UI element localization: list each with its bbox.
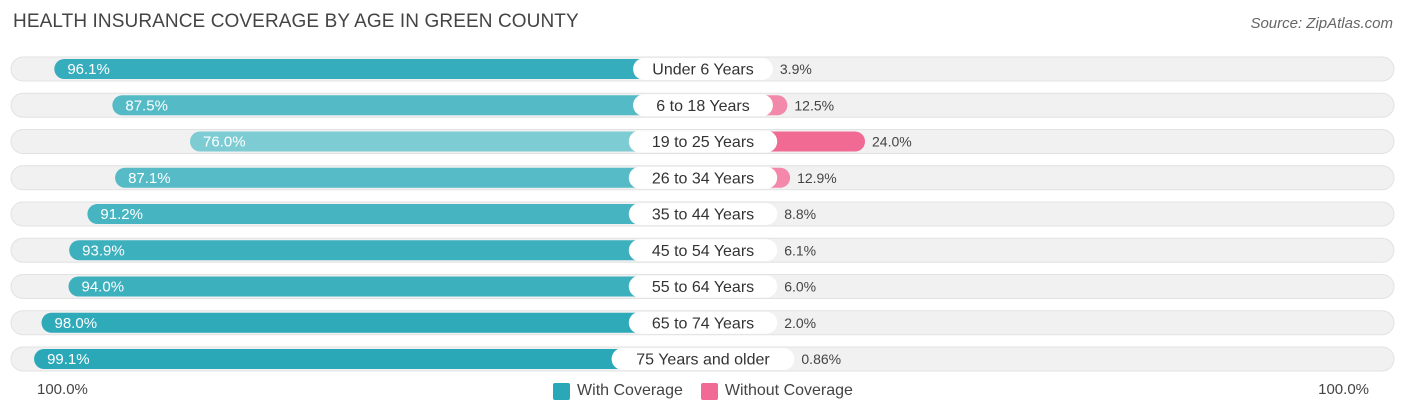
with-coverage-value: 99.1% — [47, 351, 90, 368]
category-pill — [628, 203, 778, 225]
with-coverage-bar — [41, 312, 713, 333]
legend-swatch-with-coverage — [553, 382, 571, 400]
without-coverage-value: 6.1% — [784, 242, 816, 258]
category-label: 55 to 64 Years — [652, 279, 754, 296]
category-pill — [628, 239, 778, 262]
without-coverage-value: 12.9% — [797, 170, 837, 186]
category-label: 19 to 25 Years — [652, 134, 754, 151]
with-coverage-value: 91.2% — [100, 206, 143, 223]
with-coverage-bar — [34, 349, 713, 369]
category-label: 26 to 34 Years — [652, 170, 754, 187]
with-coverage-value: 87.1% — [128, 170, 171, 187]
category-pill — [628, 275, 778, 298]
without-coverage-value: 0.86% — [801, 351, 841, 367]
legend: With Coverage Without Coverage — [0, 380, 1406, 402]
without-coverage-value: 12.5% — [794, 97, 834, 113]
with-coverage-bar — [115, 167, 713, 188]
without-coverage-value: 6.0% — [784, 279, 816, 295]
without-coverage-value: 8.8% — [784, 206, 816, 222]
with-coverage-value: 93.9% — [82, 242, 125, 259]
category-label: Under 6 Years — [652, 62, 753, 79]
category-label: 35 to 44 Years — [652, 207, 754, 224]
with-coverage-bar — [68, 276, 713, 297]
category-pill — [611, 348, 795, 370]
category-label: 45 to 54 Years — [652, 243, 754, 260]
category-pill — [628, 130, 778, 153]
with-coverage-value: 96.1% — [67, 61, 110, 78]
legend-item-without-coverage: Without Coverage — [700, 382, 853, 400]
category-label: 6 to 18 Years — [656, 98, 749, 115]
with-coverage-bar — [69, 240, 714, 261]
axis-left-label: 100.0% — [37, 381, 88, 398]
with-coverage-value: 94.0% — [82, 279, 125, 296]
category-label: 75 Years and older — [636, 352, 770, 369]
source-label: Source: ZipAtlas.com — [1250, 15, 1393, 32]
bar-chart: 96.1% Under 6 Years 3.9% 87.5% 6 to 18 Years… — [10, 56, 1395, 372]
category-pill — [633, 94, 773, 117]
with-coverage-bar — [190, 131, 713, 152]
axis-right-label: 100.0% — [1318, 381, 1369, 398]
with-coverage-value: 76.0% — [203, 134, 246, 151]
without-coverage-value: 2.0% — [784, 315, 816, 331]
legend-label-without-coverage: Without Coverage — [724, 382, 853, 399]
chart-title: HEALTH INSURANCE COVERAGE BY AGE IN GREE… — [13, 11, 579, 32]
with-coverage-value: 87.5% — [125, 97, 168, 114]
category-label: 65 to 74 Years — [652, 315, 754, 332]
category-pill — [633, 58, 773, 80]
with-coverage-bar — [87, 204, 713, 224]
without-coverage-value: 3.9% — [780, 61, 812, 77]
legend-swatch-without-coverage — [700, 382, 718, 400]
with-coverage-value: 98.0% — [55, 315, 98, 332]
category-pill — [628, 166, 778, 189]
with-coverage-bar — [54, 59, 713, 79]
legend-label-with-coverage: With Coverage — [577, 382, 683, 399]
without-coverage-value: 24.0% — [872, 134, 912, 150]
legend-item-with-coverage: With Coverage — [553, 382, 683, 400]
with-coverage-bar — [112, 95, 713, 116]
category-pill — [628, 311, 778, 334]
